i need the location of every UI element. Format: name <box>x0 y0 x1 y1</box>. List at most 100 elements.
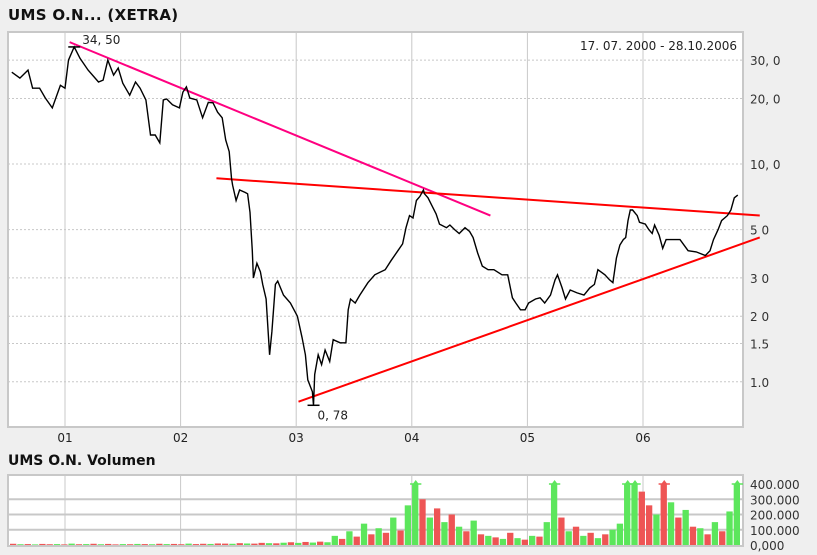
volume-bar <box>295 542 302 545</box>
volume-bar <box>470 520 477 545</box>
volume-bar <box>550 484 558 545</box>
volume-bar <box>148 544 156 545</box>
volume-bar <box>638 491 645 545</box>
volume-bar <box>324 542 331 545</box>
y-tick-label: 30, 0 <box>750 54 781 68</box>
volume-overflow-arrow-icon <box>412 480 419 484</box>
price-line <box>11 45 739 406</box>
volume-bar <box>624 484 631 545</box>
volume-overflow-arrow-icon <box>551 480 558 484</box>
volume-bar <box>543 522 550 545</box>
volume-bar <box>214 543 221 545</box>
volume-bar <box>280 542 287 545</box>
volume-bar <box>653 514 660 545</box>
volume-bar <box>433 508 441 545</box>
volume-bar <box>382 532 390 545</box>
volume-bar <box>448 514 455 545</box>
volume-bar <box>609 529 616 545</box>
date-range: 17. 07. 2000 - 28.10.2006 <box>580 39 737 53</box>
volume-bar <box>419 499 426 545</box>
volume-bar <box>675 517 682 545</box>
volume-bar <box>178 544 185 545</box>
volume-y-tick-label: 0,000 <box>750 539 784 553</box>
y-tick-label: 1.5 <box>750 337 769 351</box>
volume-bar <box>331 535 338 545</box>
volume-bar <box>258 542 265 545</box>
volume-bar <box>412 484 419 545</box>
volume-overflow-arrow-icon <box>734 480 741 484</box>
volume-bar <box>221 543 229 545</box>
volume-bar <box>558 517 565 545</box>
volume-bar <box>631 484 638 545</box>
volume-bar <box>265 543 273 545</box>
x-tick-label: 01 <box>57 431 72 445</box>
volume-bar <box>463 531 470 545</box>
volume-bar <box>689 526 697 545</box>
volume-bar <box>90 543 97 545</box>
volume-bar <box>682 509 689 545</box>
volume-bar <box>112 544 119 545</box>
y-tick-label: 3 0 <box>750 272 769 286</box>
volume-y-tick-label: 300.000 <box>750 493 800 507</box>
volume-bar <box>31 544 39 545</box>
volume-bar <box>309 542 317 545</box>
volume-bar <box>39 543 46 545</box>
volume-bar <box>565 531 572 545</box>
chart-title: UMS O.N... (XETRA) <box>8 6 179 24</box>
volume-bar <box>302 541 309 545</box>
volume-bar <box>507 532 514 545</box>
trendline <box>69 41 491 217</box>
volume-bar <box>185 543 192 545</box>
volume-bar <box>53 544 61 545</box>
volume-bar <box>594 538 602 545</box>
volume-bar <box>397 530 404 545</box>
y-tick-label: 1.0 <box>750 376 769 390</box>
volume-bar <box>572 526 580 545</box>
volume-bar <box>236 543 243 545</box>
volume-bar <box>375 528 382 545</box>
volume-bar <box>697 528 704 545</box>
volume-bar <box>251 543 258 545</box>
volume-bar <box>353 536 360 545</box>
volume-bar <box>404 505 412 545</box>
volume-bar <box>645 505 653 545</box>
volume-bar <box>704 534 711 545</box>
volume-overflow-arrow-icon <box>661 480 668 484</box>
volume-bar <box>105 543 112 545</box>
volume-y-tick-label: 100.000 <box>750 524 800 538</box>
volume-bar <box>368 534 375 545</box>
volume-bar <box>616 523 624 545</box>
extreme-label: 34, 50 <box>82 33 120 47</box>
volume-overflow-arrow-icon <box>624 480 631 484</box>
volume-bar <box>536 536 543 545</box>
volume-bar <box>273 543 280 545</box>
volume-y-tick-label: 200.000 <box>750 509 800 523</box>
x-tick-label: 05 <box>520 431 535 445</box>
extreme-label: 0, 78 <box>318 408 349 422</box>
volume-bar <box>711 522 719 545</box>
volume-bar <box>141 544 148 545</box>
y-tick-label: 5 0 <box>750 224 769 238</box>
volume-bar <box>477 534 485 545</box>
volume-overflow-arrow-icon <box>632 480 639 484</box>
volume-bar <box>360 523 368 545</box>
volume-bar <box>192 544 200 545</box>
volume-title: UMS O.N. Volumen <box>8 453 156 469</box>
volume-bar <box>163 544 170 545</box>
volume-bar <box>499 538 507 545</box>
volume-bar <box>338 538 346 545</box>
volume-bar <box>521 539 529 545</box>
volume-bar <box>390 517 397 545</box>
volume-bar <box>514 538 521 545</box>
x-tick-label: 02 <box>173 431 188 445</box>
volume-y-tick-label: 400.000 <box>750 478 800 492</box>
volume-bar <box>17 544 24 545</box>
volume-bar <box>83 544 90 545</box>
volume-bar <box>61 544 68 545</box>
volume-bar <box>317 541 324 545</box>
volume-bar <box>529 535 536 545</box>
volume-bar <box>75 544 83 545</box>
volume-bar <box>660 484 667 545</box>
volume-bar <box>200 543 207 545</box>
